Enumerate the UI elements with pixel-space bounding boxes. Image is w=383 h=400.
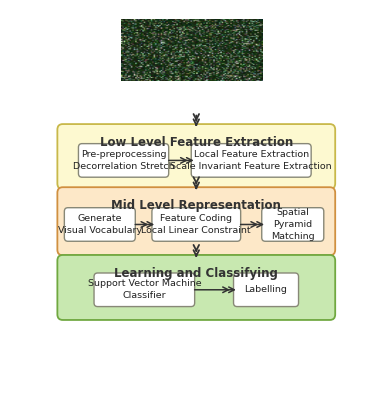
- FancyBboxPatch shape: [79, 144, 169, 177]
- FancyBboxPatch shape: [234, 273, 298, 306]
- Text: Support Vector Machine
Classifier: Support Vector Machine Classifier: [88, 279, 201, 300]
- Text: Spatial
Pyramid
Matching: Spatial Pyramid Matching: [271, 208, 314, 241]
- Text: Labelling: Labelling: [245, 285, 288, 294]
- FancyBboxPatch shape: [64, 208, 135, 241]
- FancyBboxPatch shape: [57, 187, 335, 255]
- Text: Low Level Feature Extraction: Low Level Feature Extraction: [100, 136, 293, 149]
- FancyBboxPatch shape: [191, 144, 311, 177]
- Text: Feature Coding
Local Linear Constraint: Feature Coding Local Linear Constraint: [141, 214, 251, 235]
- FancyBboxPatch shape: [57, 255, 335, 320]
- Text: Learning and Classifying: Learning and Classifying: [115, 267, 278, 280]
- Text: Pre-preprocessing
Decorrelation Stretch: Pre-preprocessing Decorrelation Stretch: [73, 150, 174, 171]
- Text: Local Feature Extraction
Scale Invariant Feature Extraction: Local Feature Extraction Scale Invariant…: [170, 150, 332, 171]
- Text: Image Acquisition: Image Acquisition: [137, 56, 256, 69]
- FancyBboxPatch shape: [94, 273, 195, 306]
- FancyBboxPatch shape: [57, 124, 335, 189]
- Text: Generate
Visual Vocabulary: Generate Visual Vocabulary: [58, 214, 142, 235]
- FancyBboxPatch shape: [262, 208, 324, 241]
- FancyBboxPatch shape: [152, 208, 241, 241]
- Text: Mid Level Representation: Mid Level Representation: [111, 199, 281, 212]
